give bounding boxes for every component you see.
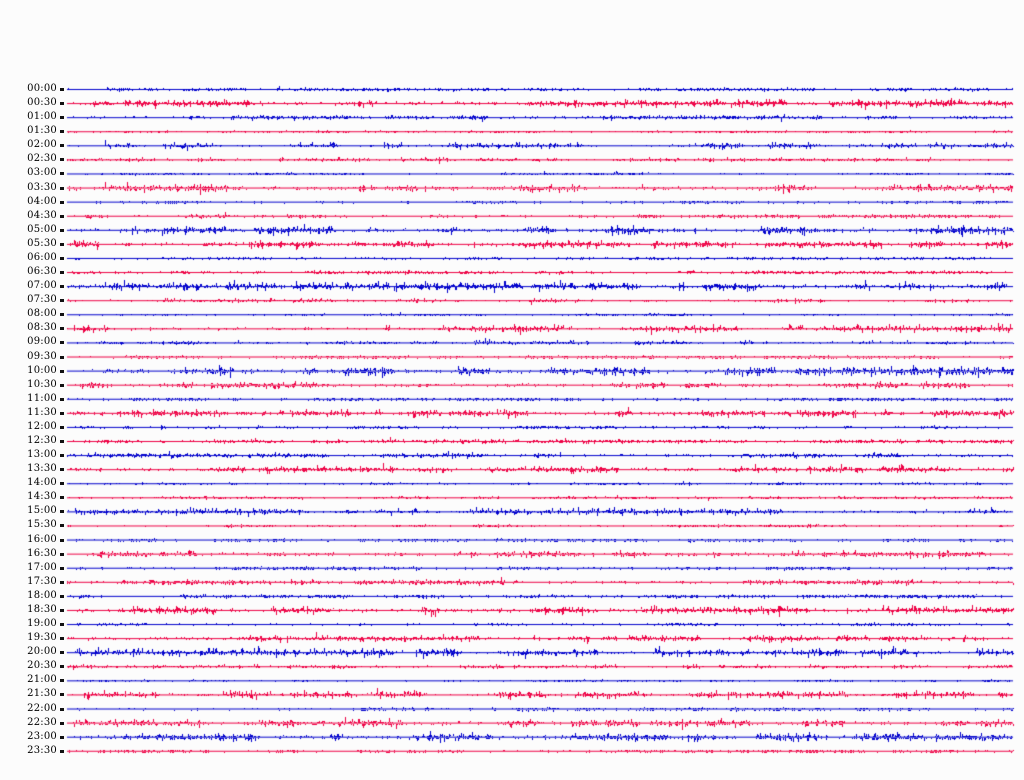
- time-label-2100: 21:00: [27, 674, 57, 686]
- time-label-0200: 02:00: [27, 139, 57, 151]
- axis-tick: [60, 594, 64, 598]
- axis-tick: [60, 580, 64, 584]
- time-label-1800: 18:00: [27, 589, 57, 601]
- time-label-1030: 10:30: [27, 378, 57, 390]
- time-label-1000: 10:00: [27, 364, 57, 376]
- axis-tick: [60, 130, 64, 134]
- time-label-2300: 23:00: [27, 730, 57, 742]
- axis-tick: [60, 327, 64, 331]
- axis-tick: [60, 496, 64, 500]
- axis-tick: [60, 623, 64, 627]
- time-label-1300: 13:00: [27, 449, 57, 461]
- axis-tick: [60, 369, 64, 373]
- time-label-0300: 03:00: [27, 167, 57, 179]
- time-label-1430: 14:30: [27, 491, 57, 503]
- axis-tick: [60, 411, 64, 415]
- axis-tick: [60, 271, 64, 275]
- time-label-0730: 07:30: [27, 294, 57, 306]
- time-label-1230: 12:30: [27, 435, 57, 446]
- time-label-0900: 09:00: [27, 336, 57, 348]
- time-label-0800: 08:00: [27, 308, 57, 320]
- time-label-1330: 13:30: [27, 463, 57, 475]
- axis-tick: [60, 482, 64, 486]
- time-label-0100: 01:00: [27, 111, 57, 123]
- axis-tick: [60, 158, 64, 162]
- time-label-2030: 20:30: [27, 660, 57, 672]
- time-label-0000: 00:00: [27, 83, 57, 94]
- time-label-1500: 15:00: [27, 505, 57, 517]
- axis-tick: [60, 693, 64, 697]
- time-label-0530: 05:30: [27, 237, 57, 249]
- time-label-0430: 04:30: [27, 209, 57, 221]
- axis-tick: [60, 383, 64, 387]
- axis-tick: [60, 538, 64, 542]
- time-label-0700: 07:00: [27, 280, 57, 292]
- time-label-1830: 18:30: [27, 603, 57, 615]
- time-label-1530: 15:30: [27, 519, 57, 531]
- axis-tick: [60, 102, 64, 106]
- time-label-0830: 08:30: [27, 322, 57, 334]
- axis-tick: [60, 186, 64, 190]
- axis-tick: [60, 313, 64, 317]
- time-label-2230: 22:30: [27, 716, 57, 728]
- axis-tick: [60, 510, 64, 514]
- time-label-1700: 17:00: [27, 561, 57, 573]
- axis-tick: [60, 299, 64, 303]
- axis-tick: [60, 524, 64, 528]
- time-label-2200: 22:00: [27, 702, 57, 714]
- axis-tick: [60, 397, 64, 401]
- axis-tick: [60, 88, 64, 91]
- time-label-0500: 05:00: [27, 223, 57, 235]
- axis-tick: [60, 285, 64, 289]
- axis-tick: [60, 735, 64, 739]
- axis-tick: [60, 454, 64, 458]
- time-label-0130: 01:30: [27, 125, 57, 137]
- axis-tick: [60, 200, 64, 204]
- axis-tick: [60, 637, 64, 641]
- time-label-0030: 00:30: [27, 97, 57, 109]
- axis-tick: [60, 172, 64, 176]
- axis-tick: [60, 144, 64, 148]
- axis-tick: [60, 707, 64, 711]
- time-label-0930: 09:30: [27, 350, 57, 362]
- time-label-1730: 17:30: [27, 575, 57, 587]
- time-label-1200: 12:00: [27, 420, 57, 432]
- axis-tick: [60, 749, 64, 753]
- axis-tick: [60, 665, 64, 669]
- axis-tick: [60, 468, 64, 472]
- time-label-1930: 19:30: [27, 632, 57, 644]
- axis-tick: [60, 355, 64, 359]
- axis-tick: [60, 552, 64, 556]
- axis-tick: [60, 256, 64, 260]
- axis-tick: [60, 608, 64, 612]
- axis-tick: [60, 440, 64, 443]
- time-label-1130: 11:30: [27, 406, 57, 418]
- time-label-1600: 16:00: [27, 533, 57, 545]
- time-label-2000: 20:00: [27, 646, 57, 658]
- time-label-0630: 06:30: [27, 266, 57, 278]
- axis-tick: [60, 214, 64, 218]
- axis-tick: [60, 721, 64, 725]
- axis-tick: [60, 566, 64, 570]
- time-label-2330: 23:30: [27, 744, 57, 756]
- time-label-0230: 02:30: [27, 153, 57, 165]
- axis-tick: [60, 341, 64, 345]
- time-label-0600: 06:00: [27, 251, 57, 263]
- time-label-2130: 21:30: [27, 688, 57, 700]
- axis-tick: [60, 651, 64, 655]
- axis-tick: [60, 116, 64, 120]
- time-label-0330: 03:30: [27, 181, 57, 193]
- time-label-0400: 04:00: [27, 195, 57, 207]
- axis-tick: [60, 425, 64, 429]
- time-label-1630: 16:30: [27, 547, 57, 559]
- time-label-1900: 19:00: [27, 618, 57, 630]
- axis-tick: [60, 228, 64, 232]
- axis-tick: [60, 242, 64, 246]
- axis-tick: [60, 679, 64, 683]
- time-label-1100: 11:00: [27, 392, 57, 404]
- time-label-1400: 14:00: [27, 477, 57, 489]
